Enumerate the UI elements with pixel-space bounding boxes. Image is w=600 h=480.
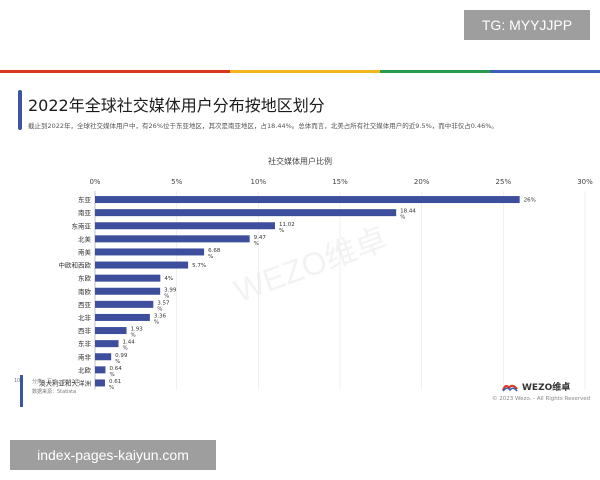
data-label-unit: % xyxy=(254,241,259,247)
category-label: 南美 xyxy=(78,247,92,256)
category-label: 北美 xyxy=(78,234,92,243)
data-label-unit: % xyxy=(115,359,120,365)
stripe-green xyxy=(380,70,490,73)
bar xyxy=(95,196,520,204)
bar xyxy=(95,209,397,217)
tg-badge: TG: MYYJJPP xyxy=(464,10,590,40)
footer-source-line-1: 分类：互动，2022年 xyxy=(32,379,80,385)
bar xyxy=(95,261,189,269)
data-label: 1.44 xyxy=(123,340,136,346)
data-label-unit: % xyxy=(109,372,114,378)
category-label: 南欧 xyxy=(78,287,92,296)
bar xyxy=(95,353,112,361)
x-tick-label: 25% xyxy=(496,178,512,186)
footer-page-number: 10 xyxy=(14,378,21,384)
category-label: 澳大利亚和大洋洲 xyxy=(39,378,91,387)
category-label: 中欧和西欧 xyxy=(59,261,92,270)
x-tick-label: 30% xyxy=(577,178,593,186)
category-label: 东亚 xyxy=(78,195,92,204)
copyright: © 2023 Wezo. - All Rights Reserved xyxy=(492,396,591,402)
category-label: 东欧 xyxy=(78,274,92,283)
data-label-unit: % xyxy=(131,333,136,339)
category-label: 东非 xyxy=(78,339,92,348)
top-color-stripe xyxy=(0,70,600,73)
data-label-unit: % xyxy=(279,228,284,234)
data-label: 4% xyxy=(164,276,173,282)
data-label: 3.57 xyxy=(157,300,170,306)
page-subtitle: 截止到2022年，全球社交媒体用户中，有26%位于东亚地区，其次是南亚地区，占1… xyxy=(28,122,498,130)
page-title: 2022年全球社交媒体用户分布按地区划分 xyxy=(28,96,325,115)
data-label: 3.99 xyxy=(164,287,177,293)
bar xyxy=(95,379,105,387)
data-label: 18.44 xyxy=(400,209,416,215)
data-label-unit: % xyxy=(123,346,128,352)
bar xyxy=(95,340,119,348)
x-tick-label: 10% xyxy=(251,178,267,186)
x-tick-label: 0% xyxy=(89,178,100,186)
logo-text: WEZO维卓 xyxy=(522,383,571,393)
category-label: 南非 xyxy=(78,352,92,361)
wezo-logo-icon xyxy=(502,384,518,391)
stripe-blue xyxy=(490,70,600,73)
bar xyxy=(95,235,250,243)
category-label: 东南亚 xyxy=(72,221,92,230)
data-label: 5.7% xyxy=(192,263,206,269)
title-accent-bar xyxy=(18,90,22,130)
bar xyxy=(95,248,205,256)
x-tick-label: 15% xyxy=(332,178,348,186)
data-label: 0.61 xyxy=(109,379,121,385)
data-label: 6.68 xyxy=(208,248,221,254)
category-label: 南亚 xyxy=(78,208,92,217)
category-label: 西亚 xyxy=(78,301,92,309)
data-label: 0.64 xyxy=(109,366,122,372)
bar xyxy=(95,313,150,321)
bar xyxy=(95,366,106,374)
data-label-unit: % xyxy=(154,319,159,325)
x-tick-label: 5% xyxy=(171,178,182,186)
bar xyxy=(95,327,127,335)
wezo-logo: WEZO维卓 xyxy=(502,380,570,393)
category-label: 北欧 xyxy=(78,365,92,374)
chart-title: 社交媒体用户比例 xyxy=(268,157,332,166)
data-label-unit: % xyxy=(164,293,169,299)
footer-source-line-2: 数据来源：Statista xyxy=(32,389,77,395)
data-label: 3.36 xyxy=(154,313,167,319)
footer-accent-line xyxy=(20,375,23,407)
bar xyxy=(95,274,161,282)
bar xyxy=(95,300,154,308)
x-tick-label: 20% xyxy=(414,178,430,186)
data-label: 11.02 xyxy=(279,222,295,228)
stripe-yellow xyxy=(230,70,380,73)
category-label: 西非 xyxy=(78,326,92,335)
url-badge: index-pages-kaiyun.com xyxy=(10,440,216,470)
data-label: 0.99 xyxy=(115,353,128,359)
data-label: 9.47 xyxy=(254,235,267,241)
stripe-red xyxy=(0,70,230,73)
data-label: 1.93 xyxy=(131,327,144,333)
bar xyxy=(95,287,161,295)
data-label: 26% xyxy=(524,198,536,204)
category-label: 北非 xyxy=(78,313,92,322)
data-label-unit: % xyxy=(400,215,405,221)
bar xyxy=(95,222,275,230)
data-label-unit: % xyxy=(157,306,162,312)
data-label-unit: % xyxy=(109,385,114,391)
data-label-unit: % xyxy=(208,254,213,260)
